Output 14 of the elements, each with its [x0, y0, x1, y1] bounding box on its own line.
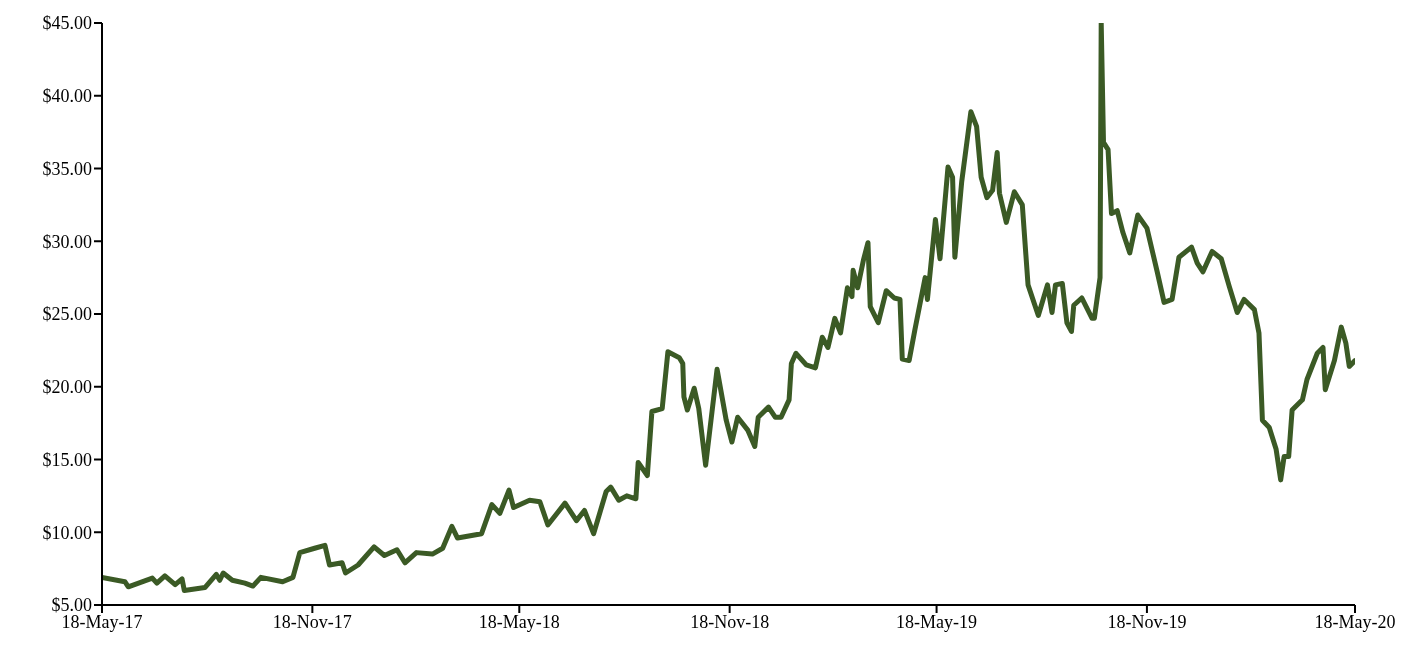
y-tick-label: $35.00	[42, 158, 92, 179]
y-tick-label: $20.00	[42, 377, 92, 398]
x-tick-label: 18-May-18	[478, 611, 560, 632]
y-tick-label: $25.00	[42, 304, 92, 325]
x-tick-label: 18-Nov-19	[1107, 611, 1187, 632]
x-tick-label: 18-May-20	[1314, 611, 1396, 632]
y-tick-label: $45.00	[42, 13, 92, 34]
x-tick-label: 18-Nov-17	[272, 611, 352, 632]
x-tick-label: 18-May-19	[896, 611, 978, 632]
y-tick-label: $15.00	[42, 449, 92, 470]
y-tick-label: $40.00	[42, 86, 92, 107]
x-tick-label: 18-Nov-18	[690, 611, 770, 632]
y-tick-label: $10.00	[42, 522, 92, 543]
y-tick-label: $30.00	[42, 231, 92, 252]
